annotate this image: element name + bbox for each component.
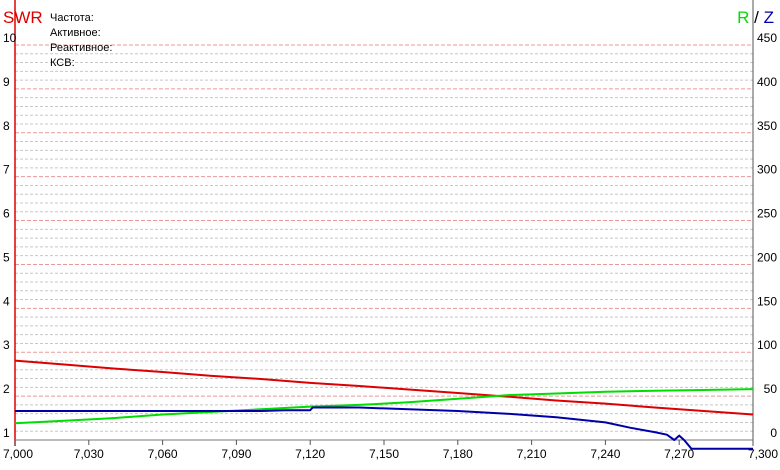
y-right-tick-label: 250 xyxy=(757,207,777,221)
axes xyxy=(14,0,754,446)
swr-axis-title: SWR xyxy=(3,8,43,27)
r-series-line xyxy=(14,388,754,425)
y-right-tick-label: 300 xyxy=(757,163,777,177)
tick-labels: 123456789100501001502002503003504004507,… xyxy=(3,31,778,461)
r-axis-title: R xyxy=(737,8,749,27)
x-tick-label: 7,270 xyxy=(664,447,694,461)
y-right-tick-label: 100 xyxy=(757,338,777,352)
series-lines xyxy=(14,359,754,450)
rz-axis-title: R / Z xyxy=(737,8,774,27)
y-right-tick-label: 0 xyxy=(770,426,777,440)
y-left-tick-label: 10 xyxy=(3,31,17,45)
x-tick-label: 7,150 xyxy=(369,447,399,461)
info-resistance-label: Активное: xyxy=(50,27,101,39)
x-tick-label: 7,060 xyxy=(148,447,178,461)
x-tick-label: 7,030 xyxy=(74,447,104,461)
y-right-tick-label: 450 xyxy=(757,31,777,45)
y-left-tick-label: 5 xyxy=(3,250,10,264)
swr-series-line xyxy=(14,359,754,416)
y-left-tick-label: 3 xyxy=(3,338,10,352)
y-left-tick-label: 8 xyxy=(3,119,10,133)
x-tick-label: 7,180 xyxy=(443,447,473,461)
x-tick-label: 7,240 xyxy=(590,447,620,461)
y-left-tick-label: 1 xyxy=(3,426,10,440)
y-left-tick-label: 4 xyxy=(3,294,10,308)
rz-slash: / xyxy=(749,8,763,27)
y-right-tick-label: 350 xyxy=(757,119,777,133)
z-axis-title: Z xyxy=(764,8,774,27)
y-left-tick-label: 6 xyxy=(3,207,10,221)
y-left-tick-label: 2 xyxy=(3,382,10,396)
y-right-tick-label: 400 xyxy=(757,75,777,89)
y-left-tick-label: 9 xyxy=(3,75,10,89)
x-tick-label: 7,090 xyxy=(221,447,251,461)
y-right-tick-label: 200 xyxy=(757,250,777,264)
y-left-tick-label: 7 xyxy=(3,163,10,177)
info-swr-label: КСВ: xyxy=(50,57,75,69)
x-tick-label: 7,210 xyxy=(517,447,547,461)
x-tick-label: 7,300 xyxy=(748,447,778,461)
y-right-tick-label: 50 xyxy=(764,382,778,396)
z-series-line xyxy=(15,406,753,450)
x-tick-label: 7,000 xyxy=(3,447,33,461)
x-tick-label: 7,120 xyxy=(295,447,325,461)
y-right-tick-label: 150 xyxy=(757,294,777,308)
info-frequency-label: Частота: xyxy=(50,12,94,24)
chart-header: SWR R / Z Частота: Активное: Реактивное:… xyxy=(3,8,774,69)
info-reactance-label: Реактивное: xyxy=(50,42,112,54)
